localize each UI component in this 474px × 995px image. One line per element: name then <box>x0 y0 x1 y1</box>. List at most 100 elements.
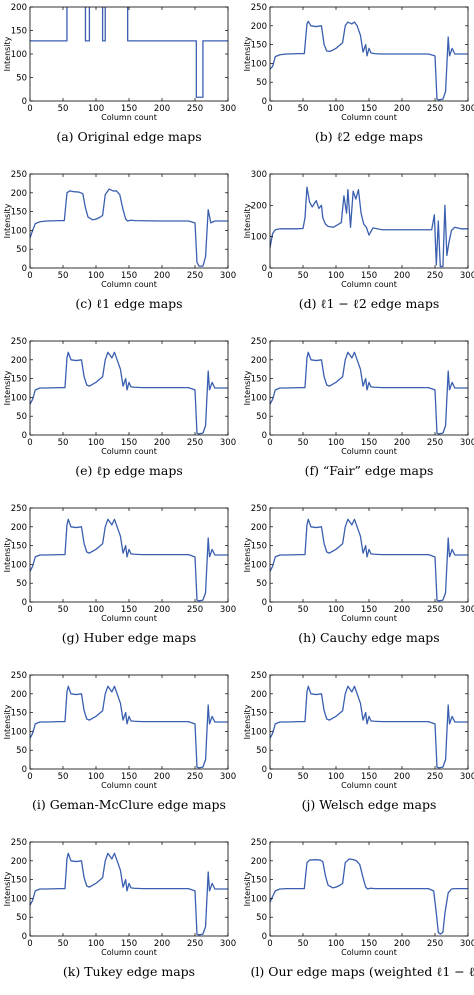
chart-panel-g: 0 50 100 150 200 250 300 0 50 100 150 200 250 Column … <box>3 504 236 645</box>
x-tick-label: 300 <box>220 438 236 448</box>
y-tick-label: 250 <box>251 3 267 13</box>
x-tick-label: 100 <box>88 271 104 281</box>
y-tick-label: 0 <box>262 765 267 775</box>
x-axis-label: Column count <box>341 614 397 623</box>
panel-caption: (j) Welsch edge maps <box>302 797 437 812</box>
x-tick-label: 0 <box>27 939 32 949</box>
x-tick-label: 150 <box>121 605 137 615</box>
x-tick-label: 50 <box>58 438 69 448</box>
y-tick-label: 100 <box>251 894 267 904</box>
x-tick-label: 50 <box>58 772 69 782</box>
y-tick-label: 200 <box>11 356 27 366</box>
x-tick-label: 250 <box>427 939 443 949</box>
x-tick-label: 250 <box>187 772 203 782</box>
y-tick-label: 0 <box>22 765 27 775</box>
y-tick-label: 150 <box>11 375 27 385</box>
y-tick-label: 0 <box>262 97 267 107</box>
series-line-j <box>270 685 468 769</box>
y-tick-label: 0 <box>262 598 267 608</box>
x-tick-label: 250 <box>187 605 203 615</box>
x-tick-label: 100 <box>328 605 344 615</box>
x-tick-label: 300 <box>460 772 474 782</box>
y-tick-label: 200 <box>11 857 27 867</box>
y-axis-label: Intensity <box>243 704 252 739</box>
y-tick-label: 150 <box>251 41 267 51</box>
x-tick-label: 50 <box>298 939 309 949</box>
y-axis-label: Intensity <box>3 537 12 572</box>
y-tick-label: 100 <box>251 59 267 69</box>
panel-caption: (d) ℓ1 − ℓ2 edge maps <box>299 296 440 311</box>
x-tick-label: 0 <box>267 939 272 949</box>
y-axis-label: Intensity <box>3 36 12 71</box>
x-tick-label: 0 <box>27 438 32 448</box>
panel-caption: (f) “Fair” edge maps <box>305 463 434 478</box>
panel-caption: (g) Huber edge maps <box>62 630 197 645</box>
x-tick-label: 100 <box>88 939 104 949</box>
y-tick-label: 100 <box>11 50 27 60</box>
y-tick-label: 0 <box>262 431 267 441</box>
y-tick-label: 50 <box>16 746 27 756</box>
x-tick-label: 200 <box>154 271 170 281</box>
y-tick-label: 50 <box>16 245 27 255</box>
x-tick-label: 150 <box>361 104 377 114</box>
y-tick-label: 250 <box>11 504 27 514</box>
panel-caption: (e) ℓp edge maps <box>75 463 183 478</box>
x-tick-label: 250 <box>427 104 443 114</box>
x-axis-label: Column count <box>101 113 157 122</box>
y-tick-label: 100 <box>11 393 27 403</box>
y-tick-label: 200 <box>11 189 27 199</box>
x-axis-label: Column count <box>341 280 397 289</box>
x-tick-label: 200 <box>394 939 410 949</box>
x-tick-label: 300 <box>220 605 236 615</box>
x-tick-label: 50 <box>298 104 309 114</box>
x-axis-label: Column count <box>101 447 157 456</box>
chart-panel-f: 0 50 100 150 200 250 300 0 50 100 150 200 250 Column … <box>243 337 474 478</box>
x-tick-label: 150 <box>361 772 377 782</box>
y-tick-label: 100 <box>11 894 27 904</box>
x-tick-label: 0 <box>267 605 272 615</box>
x-tick-label: 300 <box>220 939 236 949</box>
y-tick-label: 250 <box>251 504 267 514</box>
y-axis-label: Intensity <box>3 704 12 739</box>
y-tick-label: 150 <box>11 709 27 719</box>
y-tick-label: 250 <box>11 838 27 848</box>
x-tick-label: 150 <box>361 605 377 615</box>
series-line-g <box>30 518 228 602</box>
panel-caption: (c) ℓ1 edge maps <box>75 296 182 311</box>
x-tick-label: 100 <box>88 438 104 448</box>
x-tick-label: 250 <box>427 772 443 782</box>
y-axis-label: Intensity <box>243 537 252 572</box>
series-line-i <box>30 685 228 769</box>
y-tick-label: 150 <box>11 208 27 218</box>
series-line-h <box>270 518 468 602</box>
y-tick-label: 50 <box>256 78 267 88</box>
y-tick-label: 200 <box>11 690 27 700</box>
y-tick-label: 150 <box>251 542 267 552</box>
x-tick-label: 100 <box>88 104 104 114</box>
chart-panel-d: 0 50 100 150 200 250 300 0 100 200 300 Column count… <box>243 170 474 311</box>
x-tick-label: 300 <box>460 438 474 448</box>
y-axis-label: Intensity <box>3 871 12 906</box>
x-tick-label: 200 <box>394 271 410 281</box>
x-tick-label: 300 <box>220 104 236 114</box>
x-tick-label: 100 <box>328 939 344 949</box>
x-tick-label: 300 <box>460 605 474 615</box>
x-tick-label: 150 <box>121 772 137 782</box>
series-line-b <box>270 20 468 101</box>
series-line-k <box>30 852 228 936</box>
x-tick-label: 300 <box>460 271 474 281</box>
chart-panel-j: 0 50 100 150 200 250 300 0 50 100 150 200 250 Column … <box>243 671 474 812</box>
x-axis-label: Column count <box>101 280 157 289</box>
y-tick-label: 300 <box>251 170 267 180</box>
x-tick-label: 150 <box>121 104 137 114</box>
y-tick-label: 200 <box>251 356 267 366</box>
series-line-e <box>30 351 228 435</box>
x-tick-label: 200 <box>154 939 170 949</box>
y-tick-label: 250 <box>251 337 267 347</box>
y-tick-label: 150 <box>251 709 267 719</box>
x-tick-label: 50 <box>58 939 69 949</box>
y-tick-label: 50 <box>16 74 27 84</box>
y-tick-label: 0 <box>22 932 27 942</box>
x-tick-label: 250 <box>427 438 443 448</box>
series-line-d <box>270 186 468 268</box>
